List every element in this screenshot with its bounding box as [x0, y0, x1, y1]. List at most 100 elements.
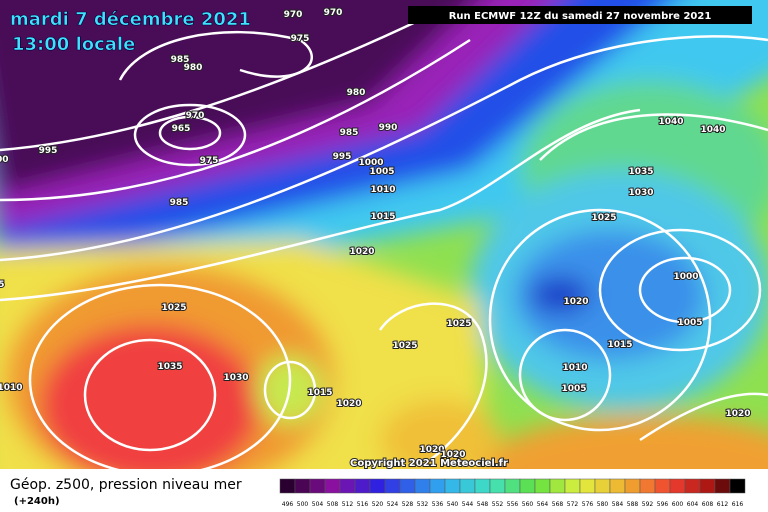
scale-label: 544: [462, 501, 474, 508]
isobar: [488, 208, 712, 432]
isobar-label: 1020: [349, 247, 374, 257]
scale-swatch: [474, 478, 491, 494]
scale-label: 592: [642, 501, 654, 508]
scale-swatch: [714, 478, 731, 494]
scale-swatch: [414, 478, 431, 494]
scale-swatch: [564, 478, 581, 494]
isobar-label: 1010: [562, 363, 587, 373]
scale-label: 616: [732, 501, 744, 508]
isobar-label: 970: [186, 111, 205, 121]
isobar-label: 1025: [392, 341, 417, 351]
isobar-label: 1000: [358, 158, 383, 168]
scale-swatch: [669, 478, 686, 494]
isobar: [539, 113, 768, 161]
isobar-label: 995: [333, 152, 352, 162]
scale-label: 512: [342, 501, 354, 508]
scale-swatch: [369, 478, 386, 494]
legend-title: Géop. z500, pression niveau mer: [10, 477, 242, 493]
scale-label: 564: [537, 501, 549, 508]
isobar: [118, 30, 313, 81]
scale-swatch: [459, 478, 476, 494]
scale-label: 584: [612, 501, 624, 508]
scale-label: 560: [522, 501, 534, 508]
isobar-label: 1040: [658, 117, 683, 127]
isobar-label: 970: [324, 8, 343, 18]
isobar-label: 1010: [370, 185, 395, 195]
isobar-label: 1015: [370, 212, 395, 222]
isobar-label: 1005: [369, 167, 394, 177]
scale-label: 524: [387, 501, 399, 508]
blue-area: [515, 230, 705, 360]
scale-label: 576: [582, 501, 594, 508]
scale-swatch: [489, 478, 506, 494]
isobar-label: 985: [340, 128, 359, 138]
scale-label: 580: [597, 501, 609, 508]
isobar-label: 1000: [673, 272, 698, 282]
red-area: [40, 325, 260, 469]
orange-south: [480, 415, 768, 469]
scale-swatch: [429, 478, 446, 494]
scale-swatch: [609, 478, 626, 494]
scale-label: 504: [312, 501, 324, 508]
run-info: Run ECMWF 12Z du samedi 27 novembre 2021: [449, 11, 712, 22]
isobar-label: 1035: [628, 167, 653, 177]
isobar-label: 1025: [161, 303, 186, 313]
isobar-label: 980: [347, 88, 366, 98]
scale-label: 500: [297, 501, 309, 508]
scale-label: 612: [717, 501, 729, 508]
isobar-label: 985: [171, 55, 190, 65]
scale-swatch: [534, 478, 551, 494]
scale-swatch: [354, 478, 371, 494]
scale-label: 516: [357, 501, 369, 508]
scale-swatch: [639, 478, 656, 494]
scale-label: 528: [402, 501, 414, 508]
isobar-label: 995: [39, 146, 58, 156]
scale-label: 588: [627, 501, 639, 508]
isobar-label: 1030: [628, 188, 653, 198]
scale-swatch: [654, 478, 671, 494]
isobar: [638, 256, 732, 324]
isobar: [158, 115, 222, 151]
isobar-label: 1015: [607, 340, 632, 350]
isobars: [0, 18, 768, 469]
isobar-label: 1005: [677, 318, 702, 328]
scale-label: 496: [282, 501, 294, 508]
scale-label: 520: [372, 501, 384, 508]
isobar: [0, 35, 768, 262]
isobar-label: 970: [284, 10, 303, 20]
scale-swatch: [684, 478, 701, 494]
isobar-label: 990: [379, 123, 398, 133]
scale-swatch: [309, 478, 326, 494]
isobar-label: 1010: [0, 383, 23, 393]
isobar-label: 1005: [561, 384, 586, 394]
isobar-label: 1005: [0, 280, 5, 290]
isobar-label: 975: [200, 156, 219, 166]
scale-label: 600: [672, 501, 684, 508]
isobar: [639, 392, 768, 442]
color-scale: 496 500 504 508 512 516 520 524 528 532 536 540 544 5…: [279, 478, 746, 508]
scale-label: 508: [327, 501, 339, 508]
isobar: [518, 328, 612, 422]
run-box: [408, 6, 752, 24]
scale-swatch: [729, 478, 746, 494]
scale-label: 552: [492, 501, 504, 508]
isobar-label: 1025: [446, 319, 471, 329]
isobar-label: 975: [291, 34, 310, 44]
isobar: [263, 360, 317, 420]
isobar-label: 1020: [563, 297, 588, 307]
scale-swatch: [624, 478, 641, 494]
isobar-label: 1030: [223, 373, 248, 383]
isobar: [133, 103, 247, 167]
isobar-label: 1000: [0, 155, 9, 165]
scale-swatch: [339, 478, 356, 494]
scale-swatch: [699, 478, 716, 494]
scale-swatch: [444, 478, 461, 494]
scale-swatch: [294, 478, 311, 494]
isobar: [598, 228, 762, 352]
copyright: Copyright 2021 Meteociel.fr: [350, 458, 508, 469]
isobar-label: 1035: [157, 362, 182, 372]
isobar-label: 1020: [336, 399, 361, 409]
